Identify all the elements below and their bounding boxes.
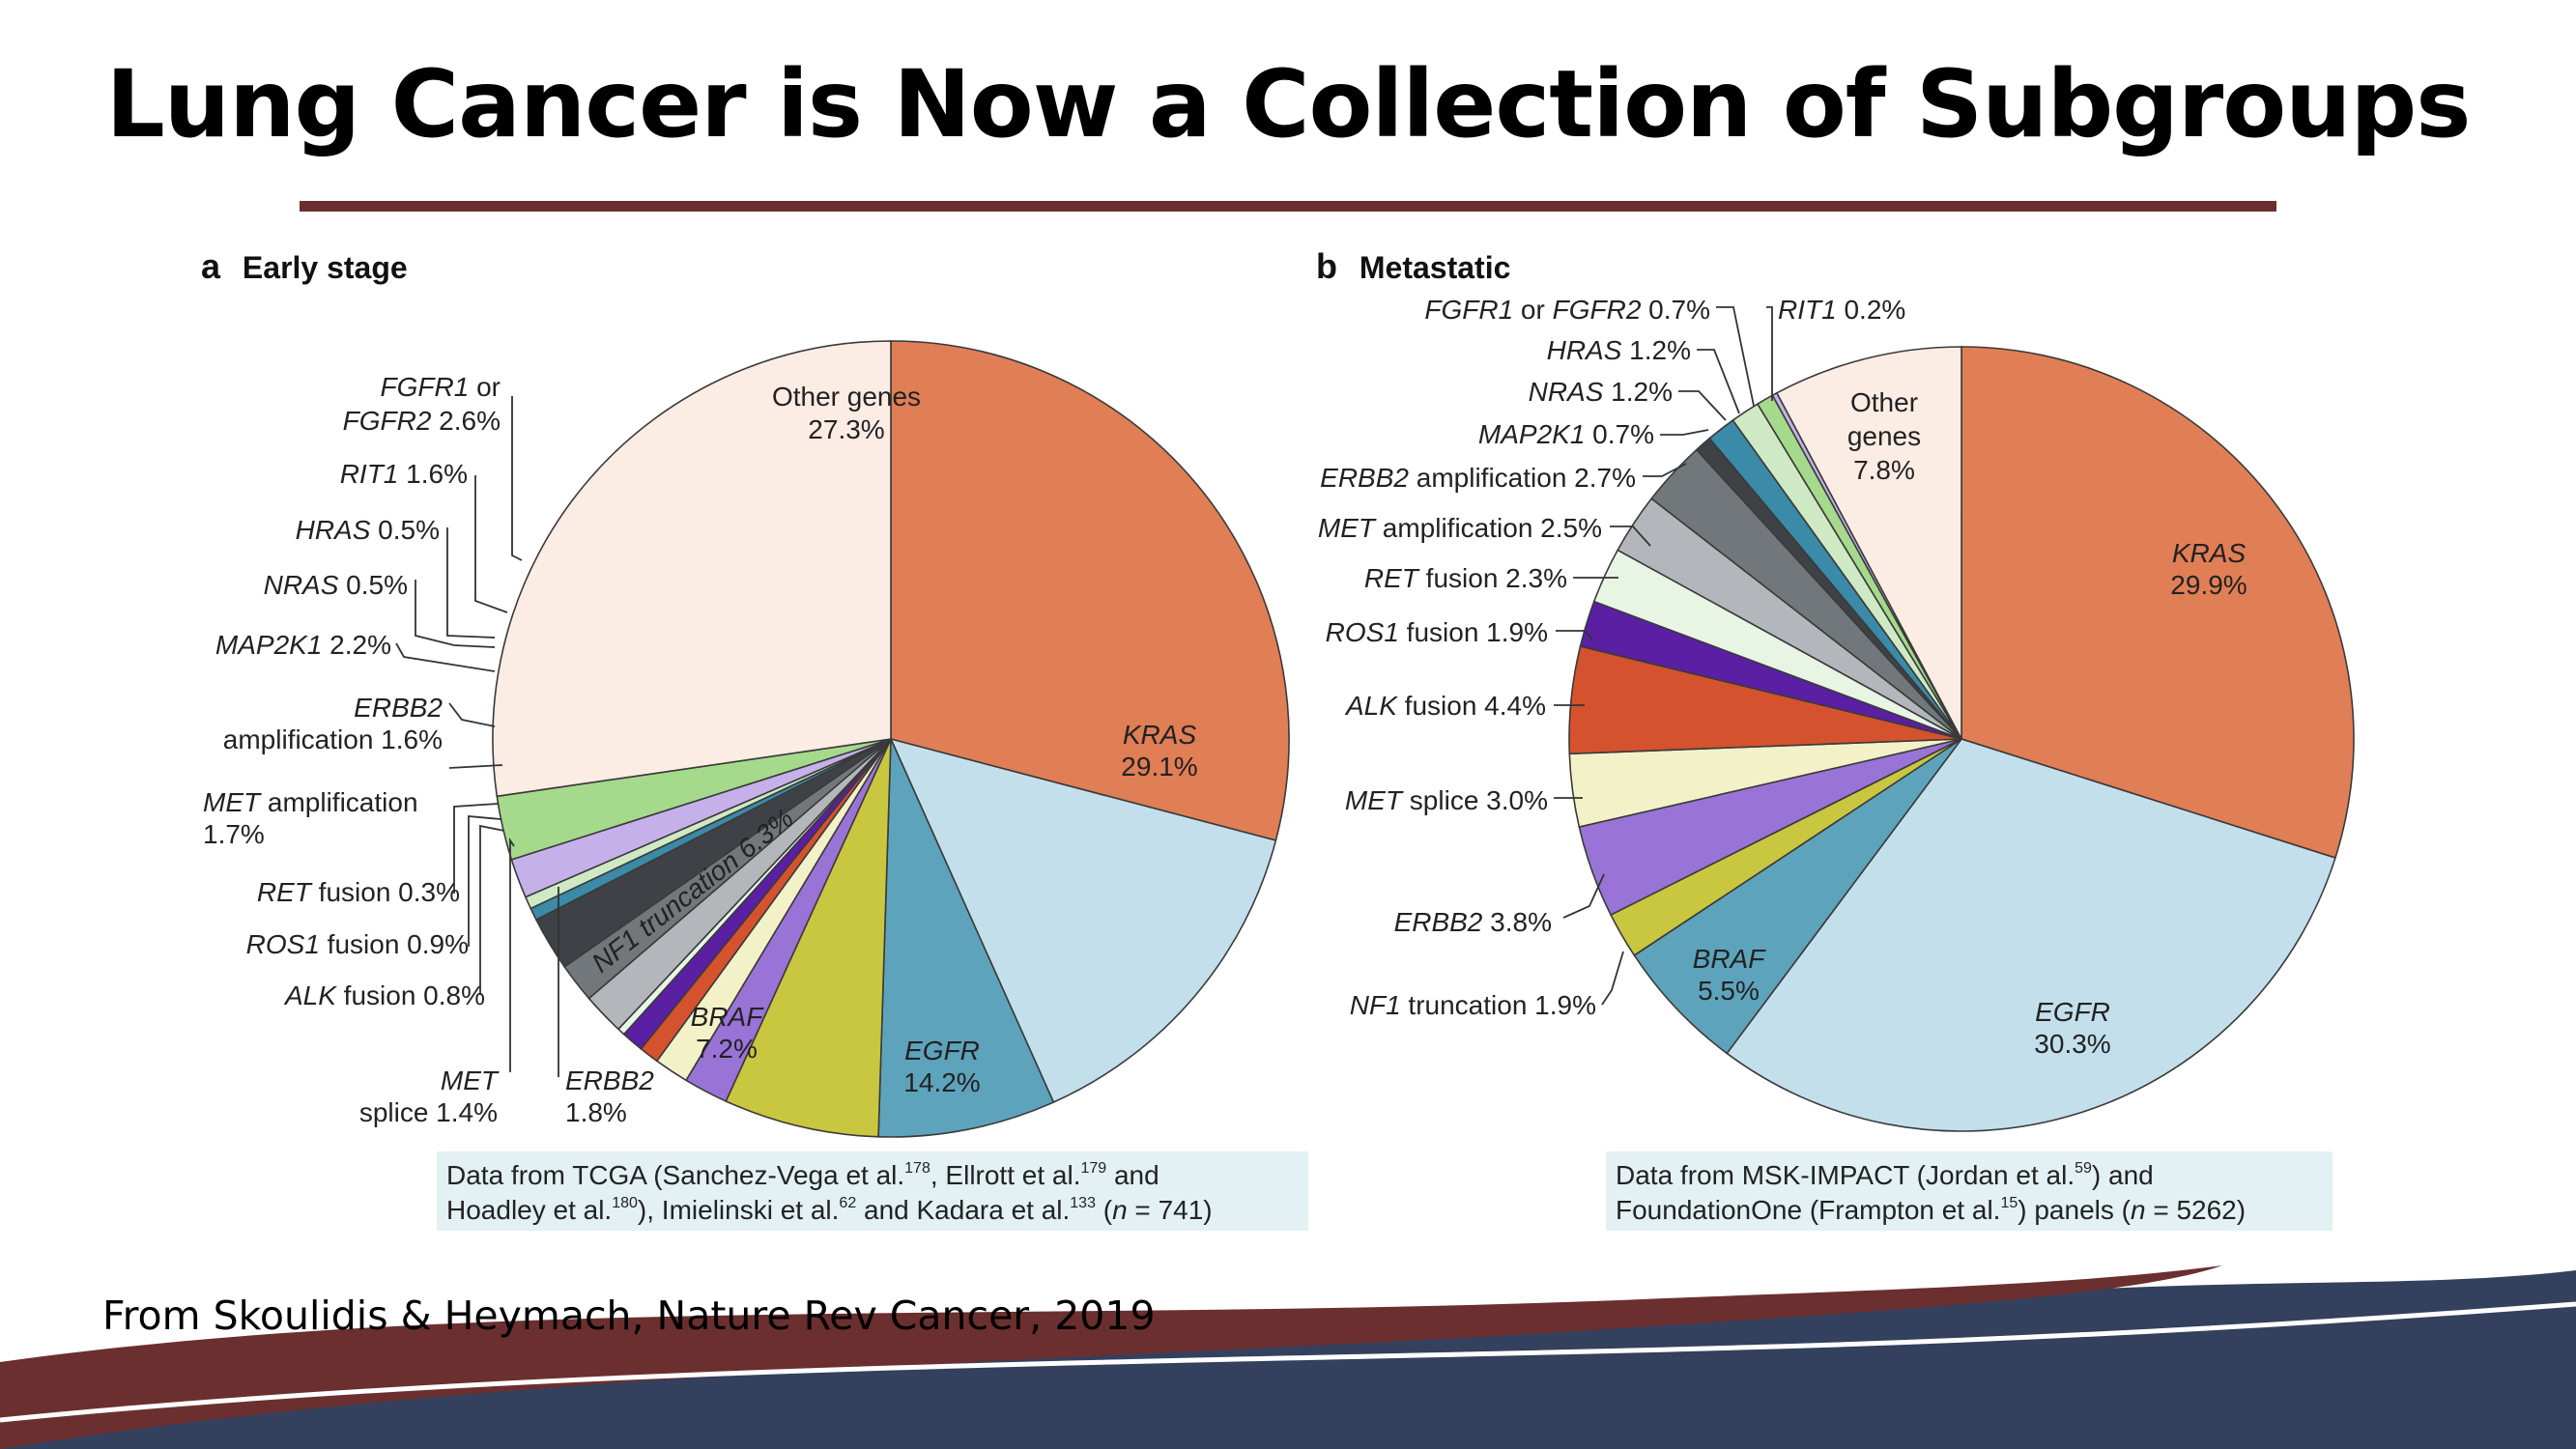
pie-b-leader-lines xyxy=(1554,306,1773,1006)
pie-slice-b-braf xyxy=(1633,738,1962,1055)
panel-b-metastatic: b Metastatic KRAS 29.9% EGFR 30.3% BRAF 5.5… xyxy=(1316,246,2355,1231)
label-b-rit1: RIT1 0.2% xyxy=(1778,295,1905,325)
footer-band-red xyxy=(0,1265,2222,1449)
leader-a-erbb2-amp xyxy=(448,702,496,727)
label-b-map2k1: MAP2K1 0.7% xyxy=(1478,419,1654,449)
leader-a-ret xyxy=(453,803,499,894)
leader-a-alk xyxy=(479,824,505,995)
panel-a-letter: a xyxy=(201,246,221,286)
label-a-erbb2: ERBB2 1.8% xyxy=(565,1065,654,1127)
label-a-hras: HRAS 0.5% xyxy=(296,515,440,545)
label-b-egfr: EGFR 30.3% xyxy=(2034,997,2110,1059)
label-a-alk: ALK fusion 0.8% xyxy=(283,980,485,1010)
leader-a-nras xyxy=(415,580,496,648)
label-a-ret: RET fusion 0.3% xyxy=(257,877,460,907)
panel-b-title: Metastatic xyxy=(1360,250,1511,285)
label-a-other: Other genes 27.3% xyxy=(772,382,921,444)
label-a-erbb2-amp: ERBB2 amplification 1.6% xyxy=(223,693,444,754)
source-a-line2: Hoadley et al.180), Imielinski et al.62 … xyxy=(446,1195,1213,1225)
panel-b-letter: b xyxy=(1316,246,1337,286)
label-b-met-amp: MET amplification 2.5% xyxy=(1318,513,1602,543)
leader-b-met-amp xyxy=(1610,526,1651,547)
label-b-erbb2: ERBB2 3.8% xyxy=(1394,907,1552,937)
pie-a-leader-lines xyxy=(395,396,559,1077)
leader-b-map2k1 xyxy=(1660,429,1709,436)
svg-text:b Metastatic: b Metastatic xyxy=(1316,246,1510,286)
pie-slice-b-egfr xyxy=(1726,738,2336,1132)
label-a-braf: BRAF 7.2% xyxy=(691,1002,765,1064)
leader-b-rit1 xyxy=(1766,306,1773,401)
leader-a-met-amp xyxy=(448,764,503,769)
label-a-nras: NRAS 0.5% xyxy=(264,570,408,600)
leader-a-met-splice xyxy=(509,838,515,1072)
leader-a-map2k1 xyxy=(395,642,496,672)
panel-a-source-box: Data from TCGA (Sanchez-Vega et al.178, … xyxy=(437,1151,1308,1231)
panel-b-source-box: Data from MSK-IMPACT (Jordan et al.59) a… xyxy=(1606,1151,2333,1231)
source-b-line2: FoundationOne (Frampton et al.15) panels… xyxy=(1616,1195,2246,1225)
pie-b-slices xyxy=(1568,346,2355,1132)
slide-title: Lung Cancer is Now a Collection of Subgr… xyxy=(105,50,2472,158)
label-b-kras: KRAS 29.9% xyxy=(2170,538,2247,600)
pie-slice-a-nf1-truncation xyxy=(725,738,892,1138)
footer-band-white-stripe xyxy=(0,1301,2576,1423)
pie-a-slices xyxy=(492,340,1290,1138)
label-a-map2k1: MAP2K1 2.2% xyxy=(215,630,391,660)
label-a-met-splice: MET splice 1.4% xyxy=(359,1065,500,1127)
svg-text:a Early stage: a Early stage xyxy=(201,246,408,286)
label-b-braf: BRAF 5.5% xyxy=(1693,944,1767,1006)
label-a-fgfr: FGFR1 or FGFR2 2.6% xyxy=(343,372,501,436)
source-b-line1: Data from MSK-IMPACT (Jordan et al.59) a… xyxy=(1616,1160,2154,1190)
label-b-nras: NRAS 1.2% xyxy=(1529,377,1673,407)
leader-a-fgfr xyxy=(511,396,523,561)
pie-slice-a-braf xyxy=(877,738,1055,1138)
leader-b-nf1 xyxy=(1601,951,1624,1006)
leader-a-rit1 xyxy=(474,475,508,613)
label-a-egfr: EGFR 14.2% xyxy=(903,1036,980,1097)
label-b-ros1: ROS1 fusion 1.9% xyxy=(1326,617,1548,647)
title-divider xyxy=(300,201,2276,212)
label-a-rit1: RIT1 1.6% xyxy=(340,459,468,489)
leader-b-hras xyxy=(1697,349,1740,414)
label-b-other: Other genes 7.8% xyxy=(1847,387,1921,485)
panel-a-early-stage: a Early stage KRAS 29.1% EGFR 14.2% BRAF 7.… xyxy=(201,246,1308,1231)
label-b-alk: ALK fusion 4.4% xyxy=(1344,691,1546,721)
leader-a-hras xyxy=(446,527,496,639)
footer-decoration xyxy=(0,1265,2576,1449)
source-a-line1: Data from TCGA (Sanchez-Vega et al.178, … xyxy=(446,1160,1159,1190)
citation: From Skoulidis & Heymach, Nature Rev Can… xyxy=(102,1293,1156,1339)
pie-slice-b-kras xyxy=(1961,346,2355,860)
leader-b-nras xyxy=(1678,390,1727,421)
label-a-met-amp: MET amplification 1.7% xyxy=(203,787,418,849)
label-b-erbb2-amp: ERBB2 amplification 2.7% xyxy=(1320,463,1636,493)
label-b-hras: HRAS 1.2% xyxy=(1547,335,1691,365)
pie-slice-a-egfr xyxy=(889,737,1277,1104)
leader-b-erbb2 xyxy=(1562,873,1605,919)
leader-a-ros1 xyxy=(468,815,501,947)
leader-b-ros1 xyxy=(1556,630,1593,640)
label-a-kras: KRAS 29.1% xyxy=(1121,720,1197,781)
leader-b-fgfr xyxy=(1716,306,1755,407)
label-a-ros1: ROS1 fusion 0.9% xyxy=(246,929,469,959)
pie-slice-b-other-genes xyxy=(1775,346,1962,740)
label-b-met-splice: MET splice 3.0% xyxy=(1345,785,1548,815)
pie-slice-a-kras xyxy=(890,340,1290,841)
pie-b-labels: KRAS 29.9% EGFR 30.3% BRAF 5.5% NF1 truncat… xyxy=(1318,295,2247,1059)
leader-b-erbb2-amp xyxy=(1643,463,1687,477)
label-b-ret: RET fusion 2.3% xyxy=(1364,563,1567,593)
label-b-nf1: NF1 truncation 1.9% xyxy=(1350,990,1596,1020)
panel-a-title: Early stage xyxy=(243,250,408,285)
pie-slice-a-other-genes xyxy=(492,340,892,798)
label-b-fgfr: FGFR1 or FGFR2 0.7% xyxy=(1424,295,1710,325)
